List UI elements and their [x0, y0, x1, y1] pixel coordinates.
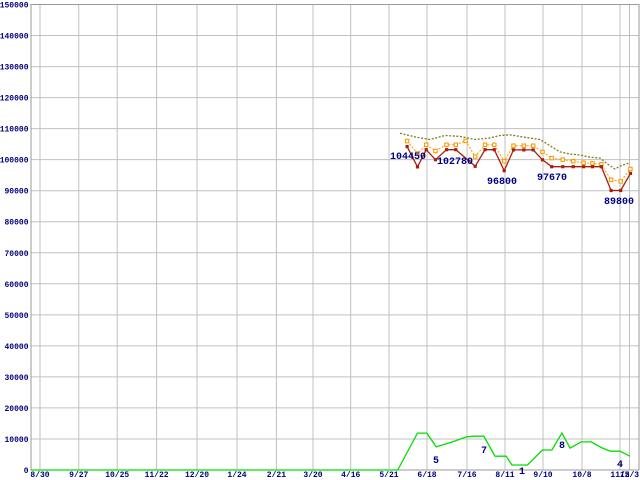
svg-text:80000: 80000 [4, 219, 28, 228]
svg-text:1/24: 1/24 [227, 471, 246, 480]
svg-text:40000: 40000 [4, 343, 28, 352]
svg-text:5: 5 [433, 456, 439, 467]
svg-text:8: 8 [559, 441, 565, 452]
svg-text:90000: 90000 [4, 188, 28, 197]
svg-text:7/16: 7/16 [457, 471, 476, 480]
svg-text:1: 1 [519, 467, 525, 478]
svg-text:10/8: 10/8 [572, 471, 591, 480]
svg-text:11/22: 11/22 [145, 471, 169, 480]
svg-text:97670: 97670 [537, 173, 567, 184]
svg-text:150000: 150000 [0, 2, 29, 11]
svg-text:12/20: 12/20 [185, 471, 209, 480]
svg-text:10000: 10000 [4, 436, 28, 445]
svg-text:89800: 89800 [604, 197, 634, 208]
svg-text:100000: 100000 [0, 157, 29, 166]
svg-text:60000: 60000 [4, 281, 28, 290]
svg-text:9/27: 9/27 [69, 471, 88, 480]
svg-text:30000: 30000 [4, 374, 28, 383]
svg-text:9/10: 9/10 [533, 471, 552, 480]
svg-text:110000: 110000 [0, 126, 29, 135]
svg-text:6/18: 6/18 [417, 471, 436, 480]
svg-text:140000: 140000 [0, 33, 29, 42]
svg-text:3/20: 3/20 [303, 471, 322, 480]
svg-text:10/25: 10/25 [105, 471, 129, 480]
svg-text:50000: 50000 [4, 312, 28, 321]
svg-text:12/3: 12/3 [620, 471, 639, 480]
svg-text:130000: 130000 [0, 64, 29, 73]
svg-text:5/21: 5/21 [379, 471, 398, 480]
svg-text:0: 0 [24, 467, 29, 476]
svg-text:8/11: 8/11 [495, 471, 514, 480]
svg-text:104450: 104450 [390, 152, 426, 163]
svg-text:20000: 20000 [4, 405, 28, 414]
svg-text:8/30: 8/30 [30, 471, 49, 480]
svg-text:96800: 96800 [487, 177, 517, 188]
svg-text:120000: 120000 [0, 95, 29, 104]
svg-text:2/21: 2/21 [267, 471, 286, 480]
svg-text:4/16: 4/16 [341, 471, 360, 480]
svg-text:4: 4 [617, 460, 623, 471]
svg-text:102780: 102780 [437, 157, 473, 168]
svg-text:70000: 70000 [4, 250, 28, 259]
svg-text:7: 7 [481, 446, 487, 457]
